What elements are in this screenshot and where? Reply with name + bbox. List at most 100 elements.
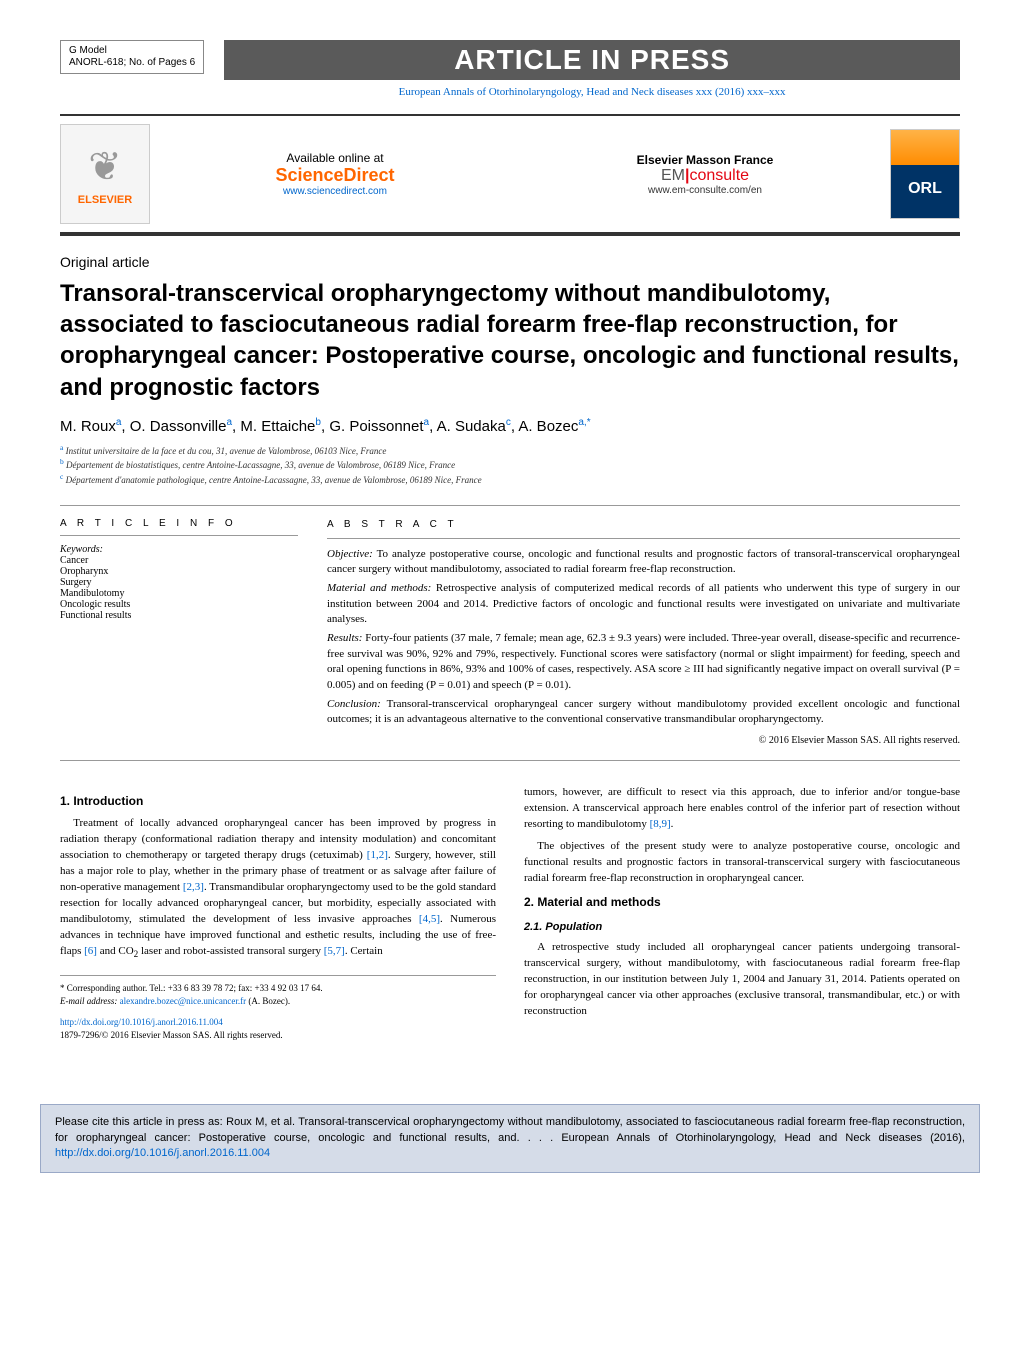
abstract-conclusion-text: Transoral-transcervical oropharyngeal ca… [327,698,960,725]
ref-link[interactable]: [5,7] [324,945,345,957]
available-online-label: Available online at [150,151,520,165]
article-info-col: A R T I C L E I N F O Keywords: Cancer O… [60,506,312,760]
ref-link[interactable]: [1,2] [367,849,388,861]
ref-link[interactable]: [4,5] [419,913,440,925]
intro-continuation: tumors, however, are difficult to resect… [524,785,960,833]
author: M. Roux [60,418,116,435]
author-affil-sup: b [315,417,321,428]
population-heading: 2.1. Population [524,920,960,936]
intro-text: tumors, however, are difficult to resect… [524,786,960,830]
author-affil-sup: a [424,417,430,428]
journal-citation-line[interactable]: European Annals of Otorhinolaryngology, … [224,86,960,98]
citation-box: Please cite this article in press as: Ro… [40,1104,980,1172]
abstract-objective-label: Objective: [327,548,373,560]
em-suffix: consulte [689,167,749,184]
author-affil-sup: a [116,417,122,428]
ref-link[interactable]: [6] [84,945,97,957]
objectives-paragraph: The objectives of the present study were… [524,839,960,887]
intro-text: and CO [97,945,134,957]
corresponding-footnote: * Corresponding author. Tel.: +33 6 83 3… [60,975,496,1008]
gmodel-line1: G Model [69,45,195,57]
abstract-conclusion: Conclusion: Transoral-transcervical orop… [327,697,960,728]
body-col-left: 1. Introduction Treatment of locally adv… [60,785,496,1043]
authors-list: M. Rouxa, O. Dassonvillea, M. Ettaicheb,… [60,417,960,435]
body-col-right: tumors, however, are difficult to resect… [524,785,960,1043]
keyword: Functional results [60,610,298,621]
abstract-copyright: © 2016 Elsevier Masson SAS. All rights r… [327,734,960,748]
doi-block: http://dx.doi.org/10.1016/j.anorl.2016.1… [60,1016,496,1042]
author: A. Sudaka [437,418,506,435]
abstract-methods: Material and methods: Retrospective anal… [327,581,960,627]
journal-cover-badge: ORL [890,129,960,219]
intro-text: laser and robot-assisted transoral surge… [138,945,324,957]
author: O. Dassonville [130,418,227,435]
affiliation-c: Département d'anatomie pathologique, cen… [66,475,482,485]
affiliation: a Institut universitaire de la face et d… [60,443,960,458]
abstract-objective-text: To analyze postoperative course, oncolog… [327,548,960,575]
elsevier-logo: ❦ ELSEVIER [60,124,150,224]
sciencedirect-url[interactable]: www.sciencedirect.com [150,186,520,197]
intro-text: . Certain [345,945,383,957]
author: G. Poissonnet [329,418,423,435]
population-paragraph: A retrospective study included all oroph… [524,940,960,1020]
citation-text: Please cite this article in press as: Ro… [55,1116,965,1143]
abstract-results-label: Results: [327,632,362,644]
author-affil-sup: c [506,417,511,428]
email-suffix: (A. Bozec). [246,996,290,1006]
affiliation-b: Département de biostatistiques, centre A… [66,460,455,470]
author: A. Bozec [518,418,578,435]
author-affil-sup: a, [578,417,586,428]
em-prefix: EM [661,167,685,184]
keyword: Surgery [60,577,298,588]
ref-link[interactable]: [8,9] [650,818,671,830]
elsevier-masson-label: Elsevier Masson France [520,153,890,167]
publisher-header-bar: ❦ ELSEVIER Available online at ScienceDi… [60,114,960,236]
emconsulte-url[interactable]: www.em-consulte.com/en [520,185,890,196]
abstract-results: Results: Forty-four patients (37 male, 7… [327,631,960,693]
emconsulte-col: Elsevier Masson France EM|consulte www.e… [520,153,890,196]
issn-copyright: 1879-7296/© 2016 Elsevier Masson SAS. Al… [60,1030,283,1040]
body-columns: 1. Introduction Treatment of locally adv… [60,785,960,1043]
corresponding-star: * [587,417,591,428]
material-methods-heading: 2. Material and methods [524,894,960,911]
gmodel-line2: ANORL-618; No. of Pages 6 [69,57,195,69]
affiliation-a: Institut universitaire de la face et du … [66,446,387,456]
ref-link[interactable]: [2,3] [183,881,204,893]
email-link[interactable]: alexandre.bozec@nice.unicancer.fr [120,996,246,1006]
intro-text: . [671,818,674,830]
affiliation: b Département de biostatistiques, centre… [60,457,960,472]
keyword: Mandibulotomy [60,588,298,599]
article-info-heading: A R T I C L E I N F O [60,518,298,536]
affiliation: c Département d'anatomie pathologique, c… [60,472,960,487]
article-title: Transoral-transcervical oropharyngectomy… [60,278,960,403]
sciencedirect-logo[interactable]: ScienceDirect [150,165,520,186]
abstract-heading: A B S T R A C T [327,518,960,539]
keyword: Oropharynx [60,566,298,577]
abstract-col: A B S T R A C T Objective: To analyze po… [312,506,960,760]
keyword: Cancer [60,555,298,566]
keywords-label: Keywords: [60,544,298,555]
emconsulte-logo[interactable]: EM|consulte [520,167,890,185]
author: M. Ettaiche [240,418,315,435]
email-line: E-mail address: alexandre.bozec@nice.uni… [60,995,496,1008]
keyword: Oncologic results [60,599,298,610]
introduction-heading: 1. Introduction [60,793,496,810]
author-affil-sup: a [226,417,232,428]
info-abstract-row: A R T I C L E I N F O Keywords: Cancer O… [60,505,960,761]
abstract-conclusion-label: Conclusion: [327,698,381,710]
top-row: G Model ANORL-618; No. of Pages 6 ARTICL… [60,40,960,108]
gmodel-box: G Model ANORL-618; No. of Pages 6 [60,40,204,74]
elsevier-name: ELSEVIER [78,194,132,206]
citation-doi-link[interactable]: http://dx.doi.org/10.1016/j.anorl.2016.1… [55,1147,270,1159]
abstract-methods-label: Material and methods: [327,582,431,594]
doi-link[interactable]: http://dx.doi.org/10.1016/j.anorl.2016.1… [60,1017,223,1027]
abstract-objective: Objective: To analyze postoperative cour… [327,547,960,578]
email-label: E-mail address: [60,996,120,1006]
elsevier-tree-icon: ❦ [88,143,122,190]
article-in-press-banner: ARTICLE IN PRESS [224,40,960,80]
abstract-results-text: Forty-four patients (37 male, 7 female; … [327,632,960,690]
sciencedirect-col: Available online at ScienceDirect www.sc… [150,151,520,197]
orl-badge-text: ORL [891,180,959,198]
corresponding-author: * Corresponding author. Tel.: +33 6 83 3… [60,982,496,995]
article-type-label: Original article [60,254,960,270]
